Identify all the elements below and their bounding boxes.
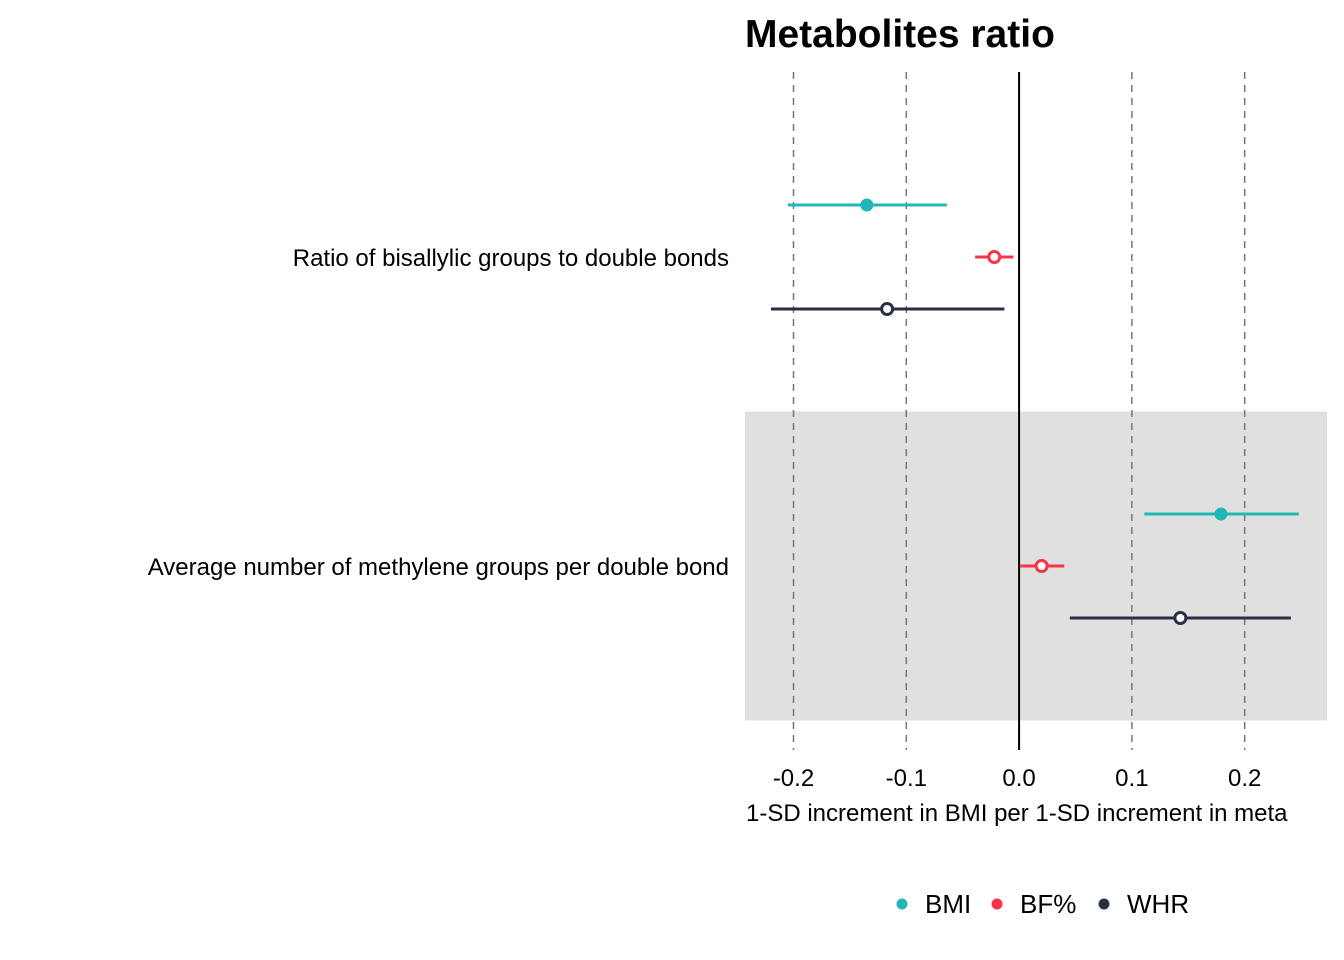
- legend: BMI BF% WHR: [896, 889, 1189, 919]
- legend-key: [896, 898, 908, 910]
- x-axis-ticks: -0.2 -0.1 0.0 0.1 0.2: [773, 765, 1262, 792]
- point-estimate: [1214, 507, 1228, 521]
- legend-key: [1098, 898, 1110, 910]
- legend-label: WHR: [1127, 889, 1189, 919]
- point-estimate: [880, 302, 895, 316]
- point-estimate: [1034, 559, 1049, 573]
- x-tick-label: -0.2: [773, 765, 814, 792]
- legend-key: [991, 898, 1003, 910]
- x-axis-title: 1-SD increment in BMI per 1-SD increment…: [746, 800, 1288, 827]
- legend-label: BF%: [1020, 889, 1076, 919]
- category-labels: Ratio of bisallylic groups to double bon…: [148, 245, 729, 581]
- category-label: Ratio of bisallylic groups to double bon…: [293, 245, 729, 272]
- x-tick-label: 0.2: [1228, 765, 1261, 792]
- category-label: Average number of methylene groups per d…: [148, 554, 729, 581]
- point-estimate: [1173, 611, 1188, 625]
- point-estimate: [860, 198, 874, 212]
- gridlines: [792, 72, 1246, 750]
- point-estimate: [987, 250, 1002, 264]
- data-marks: [770, 198, 1299, 625]
- chart-title: Metabolites ratio: [745, 13, 1055, 56]
- x-tick-label: 0.1: [1115, 765, 1148, 792]
- legend-label: BMI: [925, 889, 971, 919]
- x-tick-label: 0.0: [1002, 765, 1035, 792]
- x-tick-label: -0.1: [886, 765, 927, 792]
